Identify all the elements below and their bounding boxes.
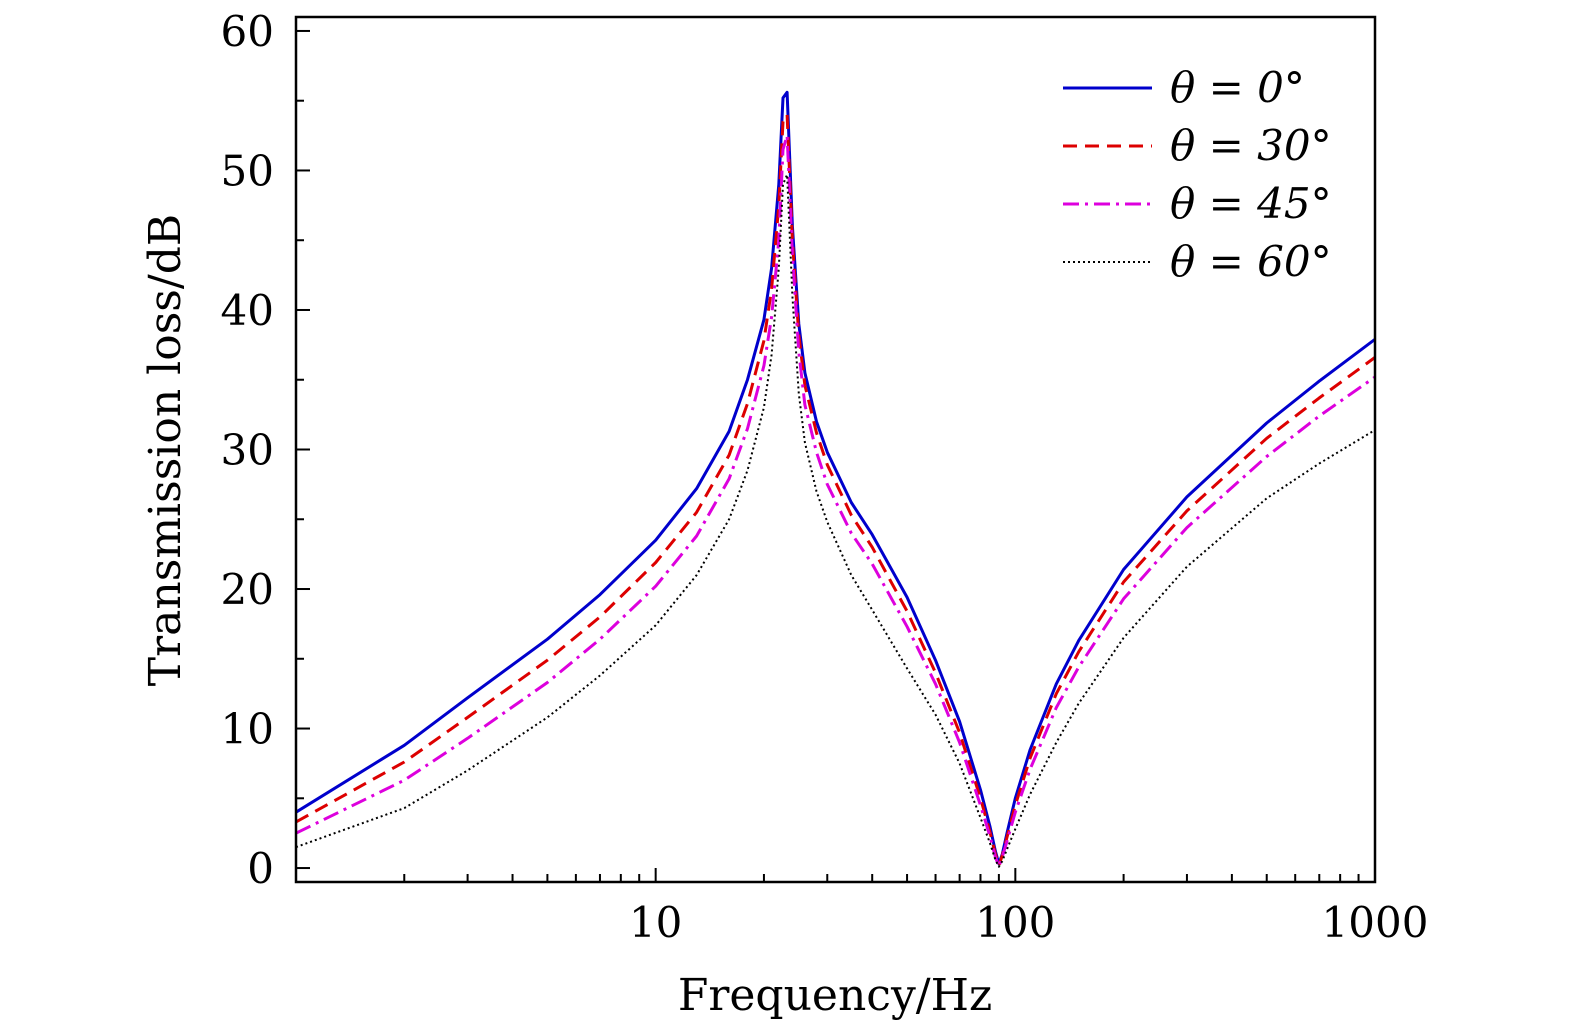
series-line-2 <box>296 113 1375 867</box>
x-tick-label: 10 <box>629 898 682 947</box>
legend-label-4: θ = 60° <box>1170 237 1332 286</box>
plot-area: 10 100 1000 0 10 20 30 40 50 60 <box>221 7 1429 947</box>
y-tick-label: 40 <box>221 286 274 335</box>
series-line-3 <box>296 134 1375 869</box>
x-tick-label: 1000 <box>1322 898 1429 947</box>
legend-label-3: θ = 45° <box>1170 179 1332 228</box>
legend: θ = 0° θ = 30° θ = 45° θ = 60° <box>1063 63 1332 286</box>
series-layer <box>296 90 1375 869</box>
y-tick-label: 20 <box>221 565 274 614</box>
x-tick-label: 100 <box>975 898 1055 947</box>
y-tick-label: 30 <box>221 426 274 475</box>
x-axis-ticks: 10 100 1000 <box>403 868 1429 947</box>
x-axis-label: Frequency/Hz <box>678 970 992 1021</box>
y-tick-label: 50 <box>221 146 274 195</box>
legend-label-2: θ = 30° <box>1170 121 1332 170</box>
y-tick-label: 10 <box>221 705 274 754</box>
y-axis-ticks: 0 10 20 30 40 50 60 <box>221 7 310 893</box>
legend-label-1: θ = 0° <box>1170 63 1305 112</box>
series-line-1 <box>296 90 1375 866</box>
y-tick-label: 0 <box>247 844 274 893</box>
y-axis-label: Transmission loss/dB <box>140 214 191 686</box>
y-tick-label: 60 <box>221 7 274 56</box>
